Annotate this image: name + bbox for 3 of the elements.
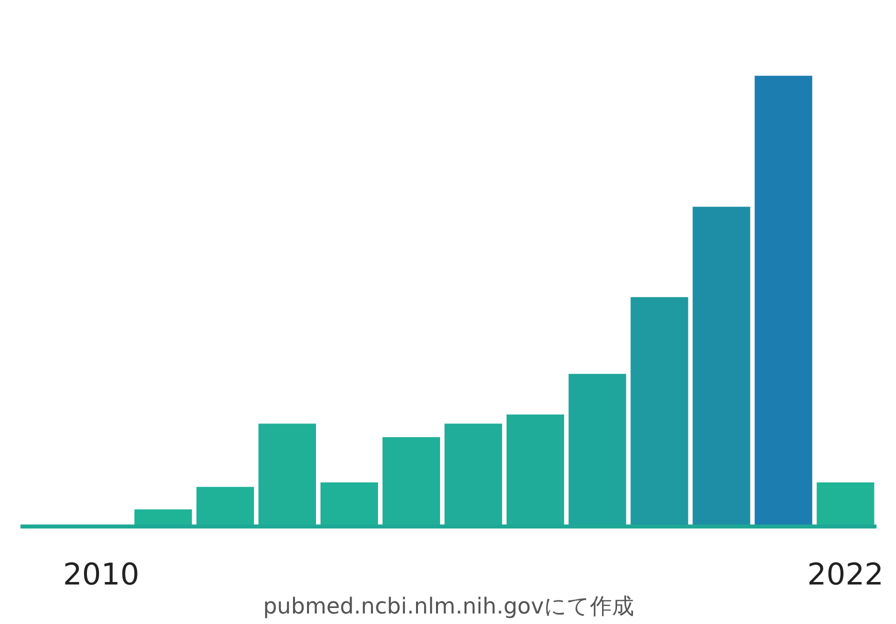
x-tick-label: 2010 [62, 558, 140, 592]
x-tick-label: 2022 [807, 558, 884, 592]
text: pubmed.ncbi.nlm.nih.govにて作成 [263, 594, 634, 620]
